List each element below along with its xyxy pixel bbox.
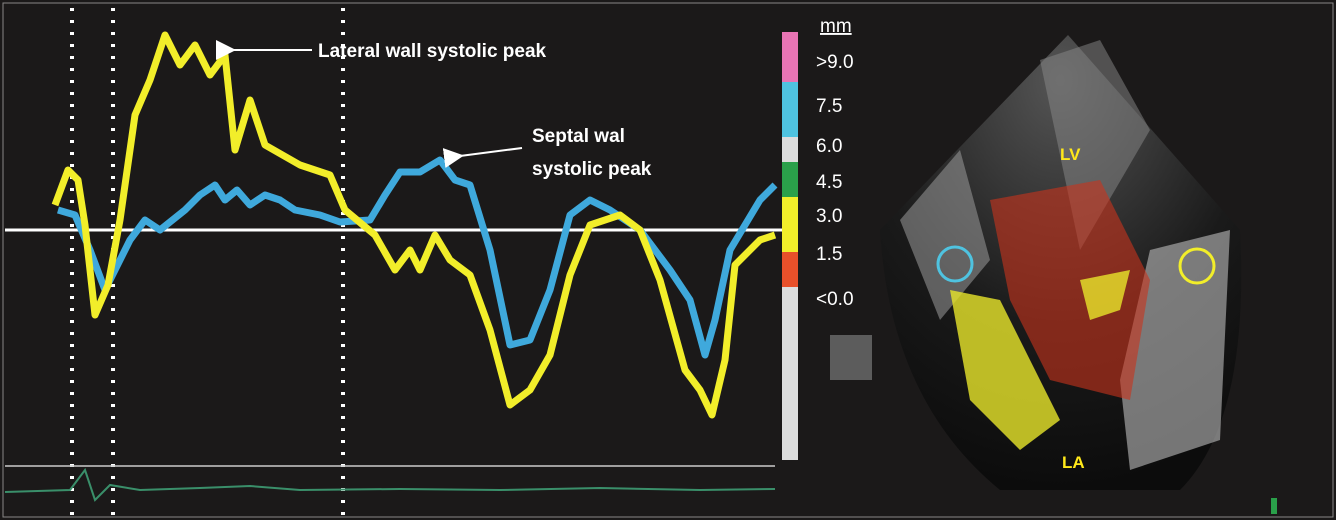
scale-label: 6.0 [816, 136, 842, 157]
marker [1271, 498, 1277, 514]
chamber-label: LV [1060, 145, 1081, 164]
lateral-curve [51, 31, 777, 419]
septal-curve [57, 156, 778, 359]
echo-tissue [1040, 40, 1150, 250]
scale-label: 7.5 [816, 96, 842, 117]
echo-color [1080, 270, 1130, 320]
color-bar [782, 32, 798, 460]
ecg-trace [4, 467, 776, 502]
scale-label: 3.0 [816, 206, 842, 227]
annotation: systolic peak [532, 159, 652, 180]
scale-label: 1.5 [816, 244, 842, 265]
annotation: Lateral wall systolic peak [318, 41, 547, 62]
chamber-label: LA [1062, 453, 1085, 472]
scale-unit: mm [820, 16, 852, 37]
annotation: Septal wal [532, 126, 625, 147]
septal-roi [936, 245, 974, 283]
lateral-roi [1178, 247, 1216, 285]
scale-label: >9.0 [816, 52, 854, 73]
echo-color [950, 290, 1060, 450]
arrow [442, 147, 523, 168]
scale-label: 4.5 [816, 172, 842, 193]
scale-label: <0.0 [816, 289, 854, 310]
echo-color [990, 180, 1150, 400]
echo-tissue [830, 335, 872, 380]
